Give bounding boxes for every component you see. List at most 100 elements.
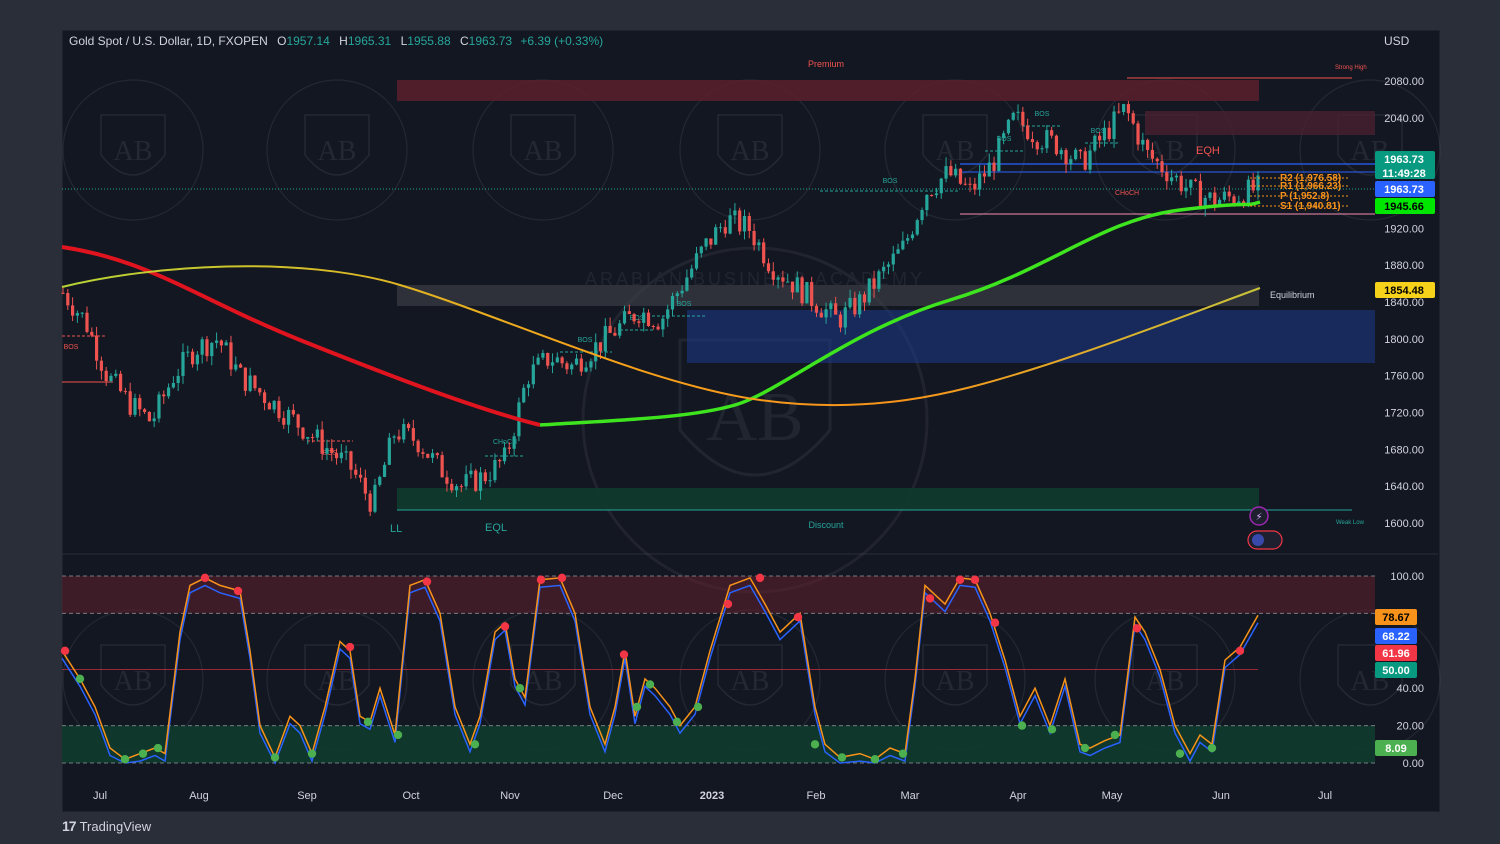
candle (608, 325, 612, 333)
candle (440, 455, 444, 478)
candle (1102, 127, 1107, 141)
order-block-red (1145, 111, 1375, 135)
osc-overbought-zone (62, 576, 1375, 614)
candle (584, 367, 588, 372)
candle (790, 281, 795, 293)
candle (1165, 172, 1169, 182)
candle (229, 342, 233, 370)
candle (210, 342, 214, 357)
close-value: 1963.73 (468, 34, 513, 48)
watermark-shield-icon (1337, 644, 1403, 706)
tradingview-name: TradingView (79, 818, 152, 834)
price-tick-label: 1680.00 (1384, 444, 1424, 456)
candle (1035, 142, 1039, 150)
candle (90, 331, 94, 336)
candle (1054, 135, 1059, 155)
candle (896, 249, 900, 254)
tradingview-logo[interactable]: 17 TradingView (62, 818, 151, 834)
candle (1189, 179, 1193, 188)
candle (963, 183, 967, 185)
candle (147, 411, 151, 422)
candle (1174, 175, 1179, 178)
time-tick-label: 2023 (700, 790, 724, 802)
time-tick-label: Nov (500, 790, 520, 802)
candle (570, 364, 574, 370)
candle (243, 367, 247, 391)
candle (171, 383, 175, 388)
candle (541, 353, 545, 358)
candle (109, 375, 113, 382)
watermark-initials: AB (936, 666, 975, 697)
candle (200, 339, 204, 355)
pivot-label: R1 (1,966.23) (1280, 181, 1341, 192)
candle (1088, 150, 1092, 170)
osc-oversold-zone (62, 725, 1375, 763)
osc-cross-marker (955, 575, 965, 584)
candle (1126, 104, 1131, 114)
candle (954, 168, 958, 176)
candle (1184, 187, 1188, 192)
candle (862, 294, 867, 303)
candle (512, 436, 516, 449)
candle (973, 183, 977, 190)
osc-cross-marker (645, 680, 655, 689)
candle (181, 351, 185, 376)
osc-cross-marker (898, 749, 908, 758)
candle (421, 452, 425, 454)
candle (133, 398, 137, 415)
osc-tag (1375, 628, 1417, 644)
candle (1256, 175, 1260, 191)
osc-tag (1375, 609, 1417, 625)
osc-cross-marker (1080, 743, 1090, 753)
candle (949, 166, 953, 176)
flash-glyph-icon: ⚡ (1255, 512, 1262, 523)
candle (1131, 113, 1135, 124)
candle (1208, 192, 1212, 198)
osc-tag-label: 8.09 (1385, 743, 1406, 755)
candle (85, 312, 89, 332)
candle (157, 394, 161, 419)
osc-cross-marker (138, 749, 148, 758)
candle (742, 215, 747, 232)
candle (776, 277, 780, 280)
candle (810, 282, 814, 306)
price-tick-label: 1640.00 (1384, 481, 1424, 493)
candle (469, 470, 473, 475)
candle (253, 375, 257, 389)
symbol-header[interactable]: Gold Spot / U.S. Dollar, 1D, FXOPEN O195… (69, 34, 603, 48)
candle (397, 436, 401, 440)
candle (867, 278, 871, 303)
candle (858, 294, 862, 315)
candle (632, 314, 636, 322)
candle (1218, 199, 1222, 206)
price-tag-label: 1854.48 (1384, 285, 1424, 297)
candle (1222, 191, 1227, 200)
osc-cross-marker (619, 650, 629, 659)
watermark-shield-icon (922, 114, 988, 176)
watermark-initials: AB (936, 136, 975, 167)
candle (464, 474, 468, 487)
candle (1179, 175, 1183, 192)
candle (738, 210, 742, 232)
currency-label[interactable]: USD (1384, 34, 1410, 48)
discount-label: Discount (808, 520, 844, 530)
price-tag (1375, 151, 1435, 179)
candle (483, 472, 487, 482)
candle (1064, 150, 1068, 165)
time-tick-label: Dec (603, 790, 623, 802)
candle (70, 305, 75, 316)
candle (306, 437, 310, 439)
candle (1141, 139, 1145, 145)
osc-cross-marker (1235, 646, 1245, 655)
candle (978, 173, 982, 190)
time-tick-label: Jul (1318, 790, 1332, 802)
candle (1160, 161, 1164, 173)
countdown-label: 11:49:28 (1382, 168, 1425, 180)
candle (1170, 177, 1174, 182)
candle (416, 440, 420, 453)
candle (310, 437, 315, 439)
candle (1078, 149, 1083, 152)
candle (752, 230, 756, 246)
candle (493, 459, 497, 481)
